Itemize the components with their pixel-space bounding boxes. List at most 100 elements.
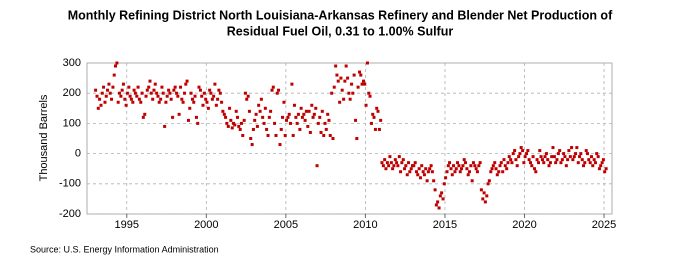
- point: [330, 91, 334, 95]
- point: [458, 170, 462, 174]
- point: [558, 149, 562, 153]
- point: [498, 164, 502, 168]
- point: [359, 73, 363, 77]
- point: [145, 88, 149, 92]
- point: [298, 127, 302, 131]
- point: [230, 126, 234, 130]
- point: [566, 158, 570, 162]
- point: [377, 127, 381, 131]
- point: [278, 143, 282, 147]
- y-tick-label: 0: [75, 148, 81, 160]
- point: [266, 133, 270, 137]
- point: [332, 85, 336, 89]
- point: [236, 115, 239, 119]
- point: [125, 91, 129, 95]
- point: [204, 97, 208, 101]
- point: [352, 73, 356, 77]
- point: [478, 161, 482, 165]
- point: [106, 88, 110, 92]
- point: [347, 91, 351, 95]
- point: [400, 161, 404, 165]
- point: [254, 112, 258, 116]
- point: [292, 103, 296, 107]
- point: [438, 194, 442, 198]
- point: [534, 170, 538, 174]
- point: [540, 158, 544, 162]
- point: [572, 155, 576, 159]
- point: [165, 94, 169, 98]
- point: [466, 173, 470, 177]
- point: [422, 173, 426, 177]
- x-tick-label: 2010: [353, 219, 377, 231]
- point: [375, 106, 379, 110]
- point: [246, 94, 250, 98]
- point: [562, 152, 566, 156]
- point: [469, 164, 473, 168]
- point: [201, 103, 205, 107]
- y-tick-label: 100: [63, 117, 81, 129]
- point: [591, 164, 595, 168]
- point: [548, 161, 552, 165]
- point: [421, 170, 425, 174]
- point: [436, 200, 440, 204]
- point: [449, 167, 453, 171]
- point: [383, 158, 387, 162]
- point: [550, 155, 554, 159]
- point: [408, 170, 412, 174]
- point: [144, 94, 148, 98]
- point: [501, 170, 505, 174]
- x-tick-label: 2015: [433, 219, 457, 231]
- point: [372, 115, 376, 119]
- point: [288, 121, 292, 125]
- point: [407, 161, 411, 165]
- point: [490, 167, 494, 171]
- point: [331, 137, 335, 140]
- point: [425, 179, 429, 183]
- point: [442, 182, 446, 186]
- point: [263, 106, 267, 110]
- point: [373, 127, 377, 131]
- point: [133, 91, 137, 95]
- point: [98, 97, 102, 101]
- point: [380, 161, 384, 165]
- point: [173, 85, 177, 89]
- point: [518, 152, 522, 156]
- point: [479, 188, 483, 192]
- x-tick-label: 2005: [274, 219, 298, 231]
- point: [121, 82, 125, 86]
- point: [99, 103, 103, 107]
- point: [117, 91, 121, 95]
- point: [461, 164, 465, 168]
- point: [368, 94, 372, 98]
- point: [328, 133, 332, 137]
- point: [491, 164, 495, 168]
- point: [282, 100, 286, 104]
- point: [401, 158, 405, 162]
- point: [128, 94, 132, 98]
- point: [327, 118, 331, 122]
- point: [412, 164, 416, 168]
- point: [209, 91, 213, 95]
- point: [164, 100, 168, 104]
- point: [192, 100, 196, 104]
- point: [564, 164, 568, 168]
- point: [295, 121, 299, 125]
- point: [279, 127, 283, 131]
- point: [153, 82, 157, 86]
- point: [232, 121, 236, 125]
- point: [216, 97, 220, 101]
- point: [218, 91, 222, 95]
- point: [474, 167, 478, 171]
- point: [538, 149, 542, 153]
- point: [202, 91, 206, 95]
- point: [113, 64, 117, 68]
- point: [111, 85, 115, 89]
- point: [434, 203, 438, 207]
- point: [376, 109, 380, 113]
- point: [453, 170, 457, 174]
- point: [409, 167, 413, 171]
- point: [509, 158, 513, 162]
- point: [593, 161, 597, 165]
- point: [559, 161, 563, 165]
- point: [258, 109, 262, 113]
